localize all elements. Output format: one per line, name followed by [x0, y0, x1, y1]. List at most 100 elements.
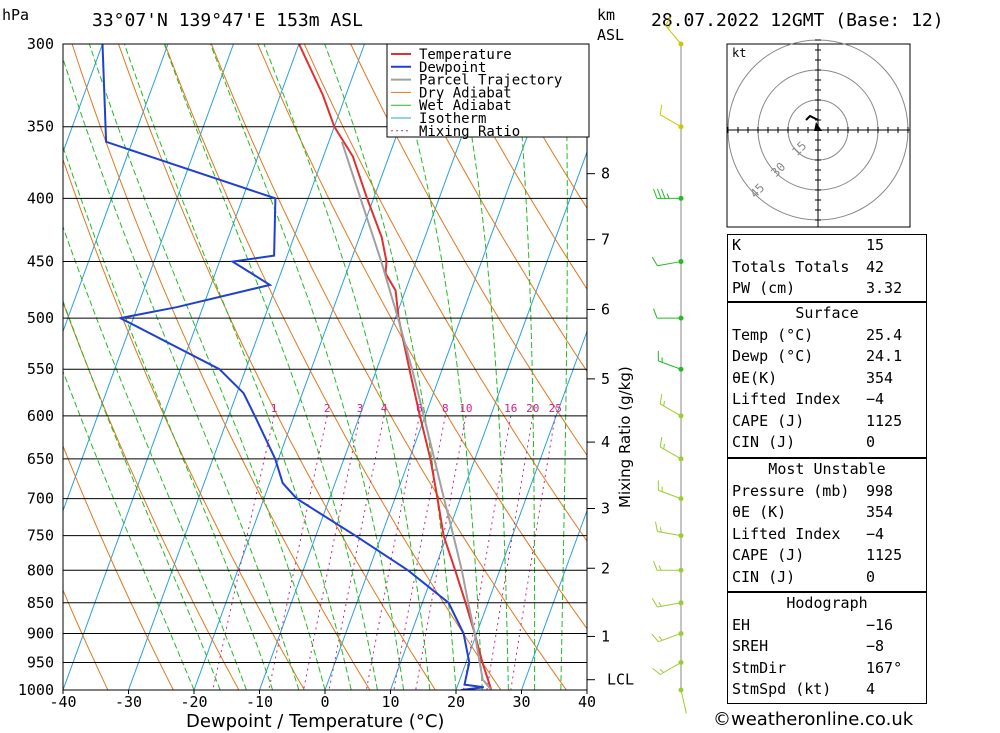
index-row: Lifted Index −4	[728, 389, 926, 411]
wind-barb-flag	[657, 188, 662, 199]
mixing-ratio-label: 1	[271, 402, 278, 415]
mixing-ratio-label: 16	[504, 402, 517, 415]
dry-adiabat-line	[71, 44, 371, 690]
hodograph-stats-box: Hodograph EH −16 SREH −8 StmDir 167° StmSpd (k…	[727, 592, 927, 704]
legend-label: Wet Adiabat	[419, 98, 512, 114]
wind-barb-column	[651, 16, 687, 714]
index-value: −16	[866, 615, 894, 634]
isotherm-lines	[63, 44, 587, 690]
pressure-tick-label: 900	[27, 625, 54, 643]
km-tick-label: 7	[601, 231, 610, 249]
index-row: SREH −8	[728, 636, 926, 658]
storm-motion-marker	[814, 122, 822, 131]
index-label: Pressure (mb)	[732, 481, 850, 500]
index-value: 998	[866, 481, 894, 500]
legend-label: Dry Adiabat	[419, 85, 512, 101]
index-value: 4	[866, 680, 876, 698]
hodograph-stats-title: Hodograph	[786, 594, 868, 612]
wind-barb-flag	[651, 598, 658, 608]
index-row: Totals Totals 42	[728, 257, 926, 279]
index-value: 0	[866, 433, 876, 451]
index-value: 42	[866, 257, 885, 276]
index-label: EH	[732, 615, 751, 634]
wind-barb-flag	[652, 667, 661, 675]
index-row: K 15	[728, 235, 926, 257]
isotherm-line	[63, 44, 300, 690]
mixing-ratio-label: 25	[549, 402, 562, 415]
legend-label: Isotherm	[419, 111, 486, 127]
mixing-ratio-label: 2	[324, 402, 331, 415]
datetime-title: 28.07.2022 12GMT (Base: 12)	[651, 10, 944, 31]
wet-adiabat-line	[560, 44, 568, 690]
wind-barb-halfflag	[666, 193, 670, 199]
index-label: CIN (J)	[732, 433, 796, 451]
temperature-line	[298, 44, 493, 690]
pressure-tick-label: 500	[27, 309, 54, 327]
pressure-tick-label: 700	[27, 490, 54, 508]
wind-barb-halfflag	[659, 668, 665, 673]
wind-barb-staff	[659, 114, 682, 128]
pressure-tick-label: 650	[27, 450, 54, 468]
isotherm-line	[63, 44, 234, 513]
km-tick-label: 6	[601, 300, 610, 318]
wind-barb-flag	[659, 436, 663, 447]
km-tick-label: 3	[601, 500, 610, 518]
copyright-text: ©weatheronline.co.uk	[713, 709, 914, 730]
dry-adiabat-line	[954, 44, 1000, 690]
km-tick-label: 4	[601, 433, 610, 451]
x-tick-label: -30	[115, 693, 142, 711]
wind-barb-halfflag	[659, 527, 662, 533]
mixing-ratio-line	[393, 415, 446, 690]
most-unstable-title: Most Unstable	[768, 460, 886, 478]
mixing-ratio-lines	[212, 415, 556, 690]
wet-adiabat-line	[210, 44, 405, 690]
wet-adiabat-line	[324, 44, 457, 690]
wind-barb-flag	[651, 256, 658, 266]
wind-barb-halfflag	[658, 565, 662, 571]
wind-barb-flag	[659, 393, 663, 404]
wind-barb-halfflag	[663, 443, 665, 449]
wind-barb-flag	[659, 104, 663, 115]
isotherm-line	[324, 44, 562, 690]
x-tick-label: 40	[578, 693, 596, 711]
km-tick-label: 1	[601, 627, 610, 645]
index-label: CIN (J)	[732, 567, 796, 586]
wet-adiabat-line	[263, 44, 431, 690]
dry-adiabat-line	[118, 44, 436, 690]
x-tick-label: -40	[49, 693, 76, 711]
pressure-tick-label: 350	[27, 118, 54, 136]
isotherm-line	[521, 509, 587, 690]
x-tick-label: 30	[512, 693, 530, 711]
pressure-tick-label: 850	[27, 594, 54, 612]
index-row: CIN (J) 0	[728, 567, 926, 589]
height-km-tick-labels: 8 7 6 5 4 3 2 1 LCL	[587, 165, 634, 689]
most-unstable-box: Most Unstable Pressure (mb) 998 θE (K) 354 L…	[727, 458, 927, 592]
index-value: 3.32	[866, 279, 903, 297]
dry-adiabat-line	[63, 588, 109, 690]
km-tick-label: 5	[601, 370, 610, 388]
wind-barb-flag	[651, 633, 659, 643]
pressure-tick-label: 450	[27, 253, 54, 271]
surface-box: Surface Temp (°C) 25.4 Dewp (°C) 24.1 θE(K) 3…	[727, 302, 927, 458]
index-row: CIN (J) 0	[728, 432, 926, 454]
dry-adiabat-line	[210, 44, 567, 690]
wind-barb-staff	[659, 403, 682, 417]
index-row: CAPE (J) 1125	[728, 411, 926, 433]
index-label: Temp (°C)	[732, 325, 814, 344]
isotherm-line	[455, 329, 587, 690]
wet-adiabat-line	[63, 57, 300, 690]
x-tick-label: 0	[320, 693, 329, 711]
index-row: StmSpd (kt) 4	[728, 679, 926, 701]
mixing-ratio-labels: 1 2 3 4 6 8 10 16 20 25	[271, 402, 562, 415]
index-label: SREH	[732, 637, 769, 655]
wind-barb-halfflag	[658, 636, 663, 641]
mixing-ratio-axis-label: Mixing Ratio (g/kg)	[616, 366, 634, 508]
dry-adiabat-line	[443, 44, 587, 290]
isotherm-line	[390, 150, 587, 690]
isotherm-line	[259, 44, 496, 690]
index-value: 15	[866, 236, 885, 254]
pressure-tick-label: 950	[27, 654, 54, 672]
pressure-tick-label: 400	[27, 189, 54, 207]
